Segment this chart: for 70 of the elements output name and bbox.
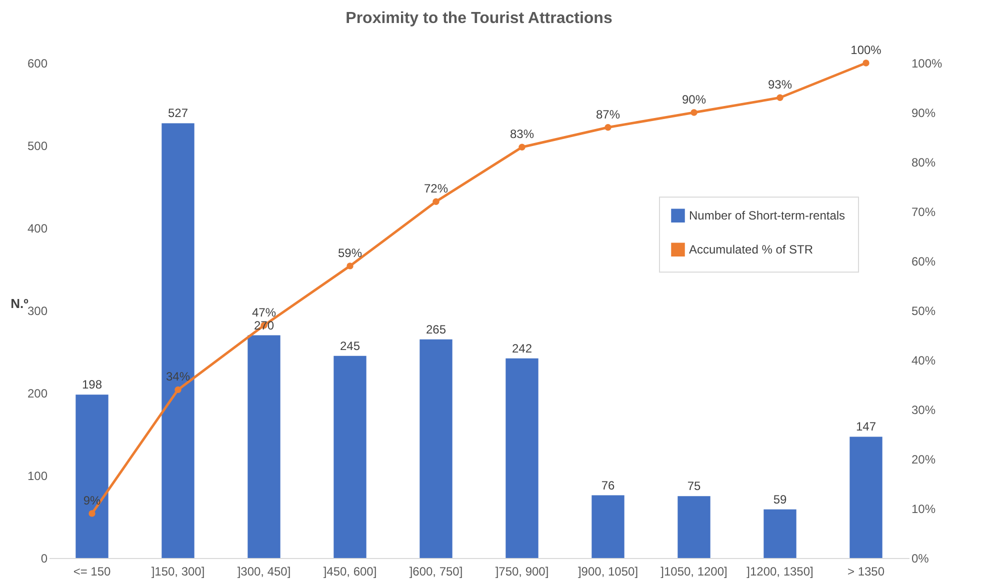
y2-tick-label: 60% xyxy=(912,254,936,268)
data-label: 75 xyxy=(687,479,701,494)
point xyxy=(776,94,784,101)
point xyxy=(862,60,870,66)
y-tick-label: 0 xyxy=(40,552,48,566)
y2-tick-label: 80% xyxy=(912,156,936,170)
data-label: 198 xyxy=(82,378,102,392)
point xyxy=(690,109,698,116)
data-label: 265 xyxy=(426,322,446,336)
point xyxy=(604,124,612,131)
data-label: 527 xyxy=(168,106,188,120)
x-tick-label: ]900, 1050] xyxy=(578,564,638,578)
x-tick-label: ]600, 750] xyxy=(409,564,463,578)
x-tick-label: ]300, 450] xyxy=(237,564,291,578)
x-tick-label: ]1200, 1350] xyxy=(746,564,814,578)
x-tick-label: ]750, 900] xyxy=(495,564,549,578)
y-tick-label: 500 xyxy=(27,139,48,153)
chart-title: Proximity to the Tourist Attractions xyxy=(346,10,612,27)
x-tick-label: > 1350 xyxy=(847,564,885,578)
bar xyxy=(420,339,452,558)
point xyxy=(346,262,354,270)
data-label: 34% xyxy=(166,370,190,384)
bar xyxy=(248,335,280,558)
y-tick-label: 100 xyxy=(27,469,48,483)
bar xyxy=(506,358,538,558)
bar xyxy=(592,495,624,558)
data-label: 100% xyxy=(850,43,882,57)
y-tick-label: 300 xyxy=(27,304,48,318)
y2-tick-label: 100% xyxy=(912,56,943,70)
data-label: 59% xyxy=(338,246,362,260)
data-label: 245 xyxy=(340,338,360,353)
point xyxy=(518,144,526,150)
y2-tick-label: 30% xyxy=(912,403,936,417)
bar xyxy=(334,356,366,558)
y-axis-title: N.º xyxy=(10,296,29,311)
y-tick-label: 600 xyxy=(27,56,48,70)
point xyxy=(174,386,182,394)
bar xyxy=(678,496,710,558)
data-label: 76 xyxy=(601,478,615,492)
data-label: 72% xyxy=(424,182,448,196)
data-label: 242 xyxy=(512,341,532,356)
y-tick-label: 400 xyxy=(27,222,48,236)
y2-tick-label: 10% xyxy=(912,502,936,516)
y2-tick-label: 40% xyxy=(912,354,936,368)
data-label: 9% xyxy=(83,493,101,508)
y2-tick-label: 20% xyxy=(912,452,936,466)
data-label: 59 xyxy=(773,492,787,506)
legend-label: Number of Short-term-rentals xyxy=(689,208,846,223)
data-label: 147 xyxy=(856,420,876,434)
x-tick-label: ]150, 300] xyxy=(151,564,205,578)
data-label: 90% xyxy=(682,92,706,106)
legend-label: Accumulated % of STR xyxy=(689,242,814,257)
point xyxy=(88,510,96,517)
y2-tick-label: 0% xyxy=(912,552,930,566)
data-label: 47% xyxy=(252,305,276,320)
point xyxy=(432,198,440,205)
data-label: 83% xyxy=(510,127,534,142)
y2-tick-label: 50% xyxy=(912,304,936,318)
bar xyxy=(162,123,194,558)
data-label: 93% xyxy=(768,78,792,92)
y-tick-label: 200 xyxy=(27,386,48,400)
bar xyxy=(76,394,108,558)
data-label: 87% xyxy=(596,107,620,122)
y2-tick-label: 70% xyxy=(912,205,936,219)
bar xyxy=(850,436,882,558)
x-tick-label: ]1050, 1200] xyxy=(660,564,728,578)
bar xyxy=(764,509,796,558)
x-tick-label: <= 150 xyxy=(73,564,112,578)
x-tick-label: ]450, 600] xyxy=(323,564,377,578)
y2-tick-label: 90% xyxy=(912,106,936,120)
